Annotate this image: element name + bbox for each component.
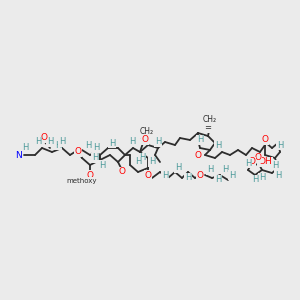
Text: H: H xyxy=(59,137,65,146)
Text: H: H xyxy=(259,173,265,182)
Text: H: H xyxy=(275,170,281,179)
Text: H: H xyxy=(139,154,145,163)
Text: H: H xyxy=(207,166,213,175)
Text: H: H xyxy=(35,137,41,146)
Text: H: H xyxy=(149,158,155,166)
Text: H: H xyxy=(93,143,99,152)
Text: CH₂: CH₂ xyxy=(203,116,217,124)
Text: H: H xyxy=(175,164,181,172)
Text: H: H xyxy=(47,137,53,146)
Text: H: H xyxy=(272,160,278,169)
Text: OH: OH xyxy=(258,158,272,166)
Text: H: H xyxy=(245,158,251,167)
Text: H: H xyxy=(99,160,105,169)
Text: O: O xyxy=(145,170,152,179)
Text: H: H xyxy=(215,176,221,184)
Text: O: O xyxy=(254,154,262,163)
Text: N: N xyxy=(15,151,21,160)
Text: CH₂: CH₂ xyxy=(140,128,154,136)
Text: H: H xyxy=(185,173,191,182)
Text: =: = xyxy=(140,134,146,142)
Text: H: H xyxy=(92,154,98,163)
Text: H: H xyxy=(22,143,28,152)
Text: H: H xyxy=(129,137,135,146)
Text: O: O xyxy=(40,134,47,142)
Text: H: H xyxy=(252,176,258,184)
Text: =: = xyxy=(205,124,212,133)
Text: H: H xyxy=(55,140,61,149)
Text: H: H xyxy=(135,158,141,166)
Text: methoxy: methoxy xyxy=(67,178,97,184)
Text: H: H xyxy=(85,140,91,149)
Text: O: O xyxy=(248,158,256,166)
Text: O: O xyxy=(196,170,203,179)
Text: H: H xyxy=(197,136,203,145)
Text: O: O xyxy=(142,136,148,145)
Text: H: H xyxy=(215,140,221,149)
Text: H: H xyxy=(162,170,168,179)
Text: O: O xyxy=(118,167,125,176)
Text: O: O xyxy=(86,170,94,179)
Text: H: H xyxy=(109,139,115,148)
Text: H: H xyxy=(229,170,235,179)
Text: O: O xyxy=(262,136,268,145)
Text: H: H xyxy=(222,166,228,175)
Text: H: H xyxy=(155,137,161,146)
Text: O: O xyxy=(74,148,82,157)
Text: O: O xyxy=(194,151,202,160)
Text: H: H xyxy=(277,140,283,149)
